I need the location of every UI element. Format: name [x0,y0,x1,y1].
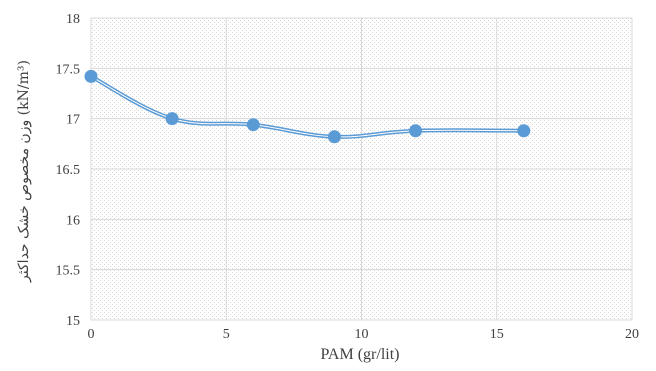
x-tick-label: 5 [223,327,230,342]
data-point [409,124,423,138]
data-series [84,69,531,144]
x-tick-label: 0 [88,327,95,342]
data-point [84,69,98,83]
y-tick-label: 16 [66,213,80,228]
x-axis-ticks: 0 5 10 15 20 [88,327,640,342]
data-point [246,118,260,132]
y-axis-title: وزن مخصوص خشک حداکثر (kN/m³) [16,60,32,283]
data-point [327,130,341,144]
y-tick-label: 16.5 [56,163,81,178]
data-point [517,124,531,138]
y-axis-ticks: 15 15.5 16 16.5 17 17.5 18 [56,12,81,329]
gridlines [90,17,633,321]
x-tick-label: 15 [490,327,504,342]
y-tick-label: 17 [66,113,80,128]
x-axis-title: PAM (gr/lit) [321,346,400,363]
y-tick-label: 15.5 [56,264,81,279]
y-tick-label: 18 [66,12,80,27]
x-tick-label: 20 [625,327,639,342]
series-line-highlight [90,75,524,138]
x-tick-label: 10 [355,327,369,342]
y-tick-label: 17.5 [56,62,81,77]
y-tick-label: 15 [66,314,80,329]
data-point [165,112,179,126]
